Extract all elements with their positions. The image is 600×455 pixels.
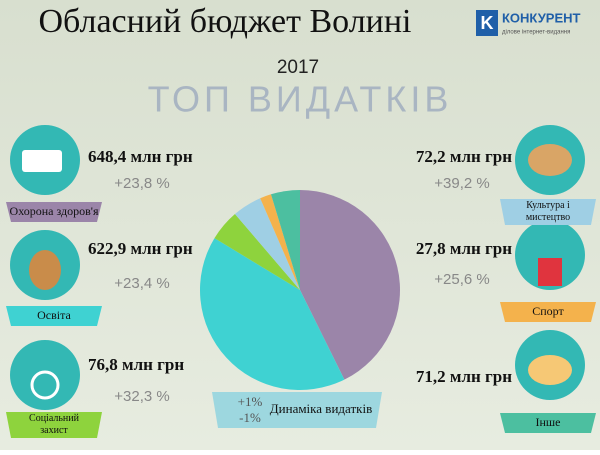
pie-slice [260,194,300,290]
icon-piggy [528,355,572,385]
category-banner [6,202,102,222]
legend-box [212,392,382,428]
category-banner [500,413,596,433]
value-label: 27,8 млн грн [416,239,512,258]
pie-slice [234,198,300,290]
logo-letter: K [481,13,494,33]
category-label: Соціальний захист [29,413,80,436]
category-label: Культура і мистецтво [526,200,570,223]
pie-slice [300,190,400,380]
change-label: +39,2 % [434,175,489,192]
change-label: +25,6 % [434,271,489,288]
category-banner [6,412,102,438]
value-label: 622,9 млн грн [88,239,193,258]
icon-circle [10,340,80,410]
icon-athlete [538,258,562,286]
legend-label: Динаміка видатків [270,401,372,416]
category-label: Інше [536,415,561,429]
value-label: 71,2 млн грн [416,367,512,386]
icon-ambulance [22,150,62,172]
logo-icon [476,10,498,36]
title: Обласний бюджет Волині [38,3,411,40]
category-banner [500,302,596,322]
pie-slice [200,238,345,390]
icon-circle [515,220,585,290]
subtitle: 2017 [277,57,319,78]
icon-wheelchair [30,370,60,400]
value-label: 76,8 млн грн [88,355,184,374]
icon-palette [528,144,572,176]
logo-tagline: ділове інтернет-видання [502,30,570,36]
icons [10,125,585,410]
change-label: +23,8 % [114,175,169,192]
change-label: +23,4 % [114,275,169,292]
logo: КОНКУРЕНТ [502,10,581,25]
category-banner [500,199,596,225]
pie-slice [214,214,300,290]
heading: ТОП ВИДАТКІВ [148,79,453,120]
change-label: +32,3 % [114,388,169,405]
category-label: Освіта [37,308,71,322]
pie-slice [270,190,300,290]
value-label: 648,4 млн грн [88,147,193,166]
category-label: Охорона здоров'я [10,204,99,218]
value-label: 72,2 млн грн [416,147,512,166]
legend: +1% -1% Динаміка видатків [212,392,382,428]
category-banner [6,306,102,326]
legend-minus: -1% [239,410,261,425]
legend-plus: +1% [238,394,263,409]
category-label: Спорт [532,304,564,318]
icon-owl [29,250,61,290]
